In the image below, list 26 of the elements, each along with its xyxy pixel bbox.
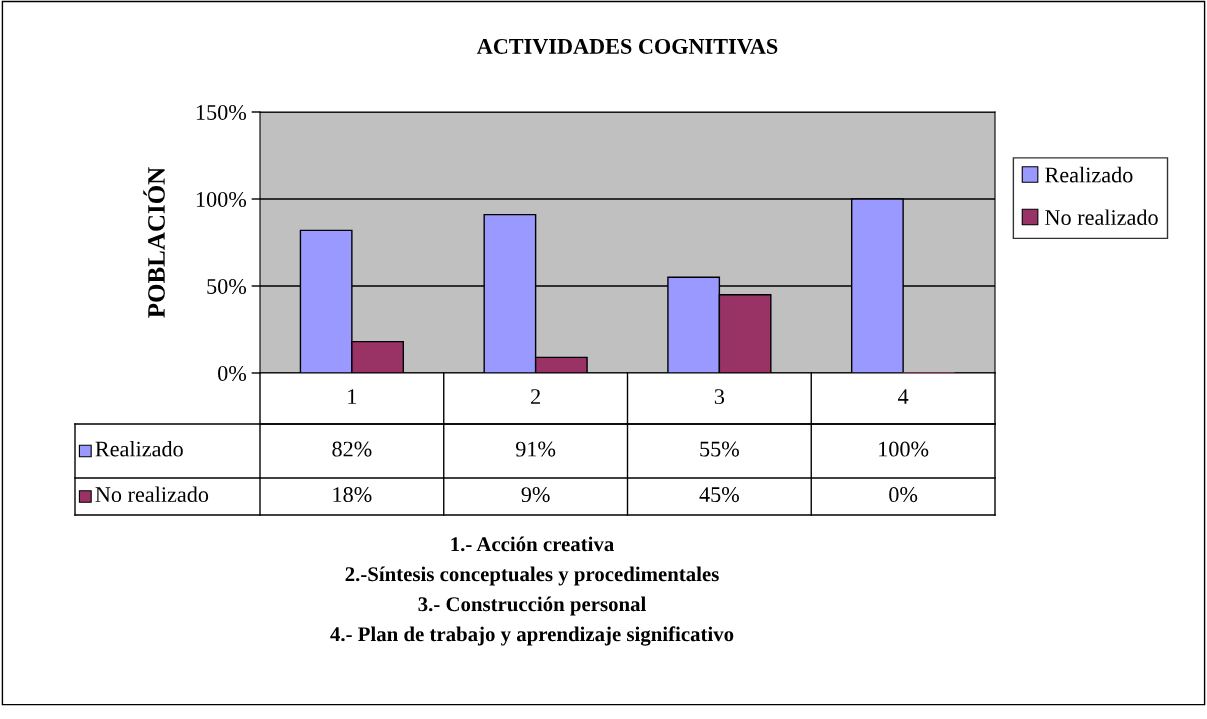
legend-label: No realizado — [1045, 209, 1158, 226]
y-tick-label: 50% — [207, 278, 247, 294]
text: 2.-Síntesis conceptuales y procedimentales — [345, 566, 719, 586]
data-label: 0% — [889, 487, 918, 503]
legend-label: Realizado — [95, 440, 183, 457]
x-tick-label: 2 — [531, 389, 540, 404]
data-label: 18% — [333, 487, 372, 503]
data-label: 91% — [515, 441, 556, 457]
y-tick-label: 100% — [196, 191, 247, 207]
data-label: 82% — [332, 441, 372, 457]
text: No realizado — [95, 486, 209, 503]
text: 3.- Construcción personal — [418, 596, 646, 616]
data-label: 45% — [699, 487, 739, 503]
text: Realizado — [1045, 166, 1133, 183]
text: 4.- Plan de trabajo y aprendizaje significativo — [330, 626, 734, 646]
data-label: 55% — [700, 441, 739, 457]
chart-title: ACTIVIDADES COGNITIVAS — [476, 38, 778, 54]
x-tick-label: 4 — [898, 389, 909, 404]
y-tick-label: 150% — [196, 104, 247, 120]
x-tick-label: 3 — [714, 389, 725, 405]
data-label: 9% — [521, 487, 550, 503]
x-tick-label: 1 — [348, 389, 357, 404]
data-label: 100% — [879, 441, 929, 457]
text: 1.- Acción creativa — [451, 536, 614, 552]
y-tick-label: 0% — [218, 365, 247, 381]
y-axis-title: POBLACIÓN — [143, 167, 165, 318]
